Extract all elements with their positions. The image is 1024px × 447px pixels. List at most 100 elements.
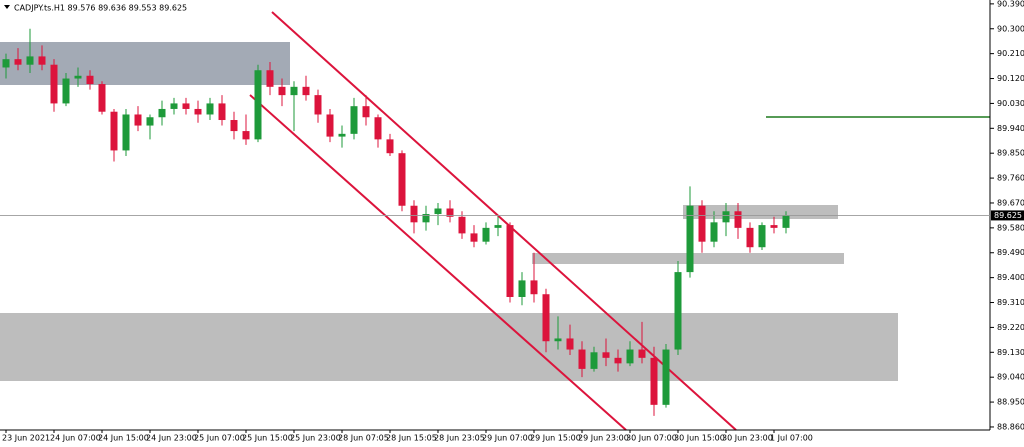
candle-body [254,70,262,140]
y-tick-label: 89.760 [997,174,1024,183]
x-tick-label: 25 Jun 15:00 [242,434,293,443]
x-tick-label: 29 Jun 07:00 [482,434,533,443]
candle-body [314,95,322,115]
x-tick-label: 28 Jun 15:05 [386,434,437,443]
candle-body [38,56,46,65]
candle-body [626,349,634,364]
y-tick-label: 89.670 [997,198,1024,207]
candle-body [350,106,358,134]
candle-body [230,120,238,132]
candle-body [326,114,334,137]
candle-body [218,103,226,121]
candle-body [266,70,274,87]
candle-body [470,233,478,242]
chart-title: CADJPY.ts.H1 89.576 89.636 89.553 89.625 [14,4,187,13]
candle-body [698,205,706,242]
candle-body [614,357,622,364]
candle-body [134,114,142,126]
candle-body [518,280,526,297]
x-tick-label: 24 Jun 07:00 [50,434,101,443]
channel-upper [271,11,737,431]
candle-body [422,214,430,223]
zones [0,11,990,431]
candle-body [554,338,562,342]
x-tick-label: 24 Jun 23:00 [146,434,197,443]
candle-body [722,211,730,223]
supply-zone [0,42,290,85]
demand-zone [0,313,898,381]
x-tick-label: 29 Jun 23:00 [578,434,629,443]
candle-body [458,216,466,234]
candle-body [26,56,34,65]
y-tick-label: 90.300 [997,24,1024,33]
candle-body [782,215,790,228]
candle-body [542,294,550,342]
candle-body [482,227,490,242]
x-tick-label: 30 Jun 15:00 [674,434,725,443]
candle-body [362,106,370,118]
channel-lower [249,94,627,431]
candle-body [410,205,418,223]
candle-body [734,211,742,228]
x-tick-label: 30 Jun 07:00 [626,434,677,443]
candle-body [686,205,694,273]
current-price-box [991,210,1024,221]
resistance-zone [683,205,838,219]
candle-body [14,59,22,65]
candle-body [566,338,574,350]
candle-body [650,357,658,405]
y-tick-label: 89.130 [997,348,1024,357]
y-tick-label: 89.490 [997,248,1024,257]
menu-arrow [4,5,10,9]
candle-body [158,108,166,118]
candle-body [62,78,70,104]
candle-body [602,352,610,358]
x-tick-label: 28 Jun 23:05 [434,434,485,443]
x-tick-label: 30 Jun 23:00 [722,434,773,443]
candle-body [374,117,382,140]
x-tick-label: 25 Jun 07:00 [194,434,245,443]
candle-body [386,139,394,154]
x-tick-label: 25 Jun 23:00 [290,434,341,443]
y-tick-label: 90.030 [997,99,1024,108]
candle-body [146,117,154,126]
candle-body [170,103,178,109]
x-tick-label: 24 Jun 15:00 [98,434,149,443]
candle-body [86,75,94,85]
candle-body [50,64,58,104]
x-tick-label: 23 Jun 2021 [2,434,50,443]
candle-body [98,84,106,112]
y-tick-label: 90.120 [997,74,1024,83]
y-tick-label: 89.850 [997,149,1024,158]
candle-body [746,227,754,248]
candle-body [110,111,118,151]
candle-body [446,208,454,217]
y-tick-label: 88.860 [997,422,1024,431]
y-tick-label: 89.040 [997,373,1024,382]
current-price-label: 89.625 [994,211,1022,220]
y-tick-label: 89.400 [997,273,1024,282]
candle-body [710,222,718,242]
y-tick-label: 90.210 [997,49,1024,58]
y-tick-label: 89.310 [997,298,1024,307]
candle-body [434,208,442,215]
y-tick-label: 89.220 [997,323,1024,332]
candle-body [74,75,82,79]
candle-body [758,225,766,248]
x-tick-label: 1 Jul 07:00 [770,434,813,443]
candle-body [302,86,310,96]
candle-body [494,225,502,228]
y-tick-label: 88.950 [997,398,1024,407]
x-tick-label: 28 Jun 07:05 [338,434,389,443]
candle-body [182,103,190,109]
y-tick-label: 89.580 [997,223,1024,232]
candle-body [674,272,682,350]
candle-body [398,153,406,206]
x-tick-label: 29 Jun 15:00 [530,434,581,443]
candle-body [194,108,202,115]
y-tick-label: 90.390 [997,0,1024,8]
candle-body [662,349,670,405]
candle-body [578,349,586,369]
